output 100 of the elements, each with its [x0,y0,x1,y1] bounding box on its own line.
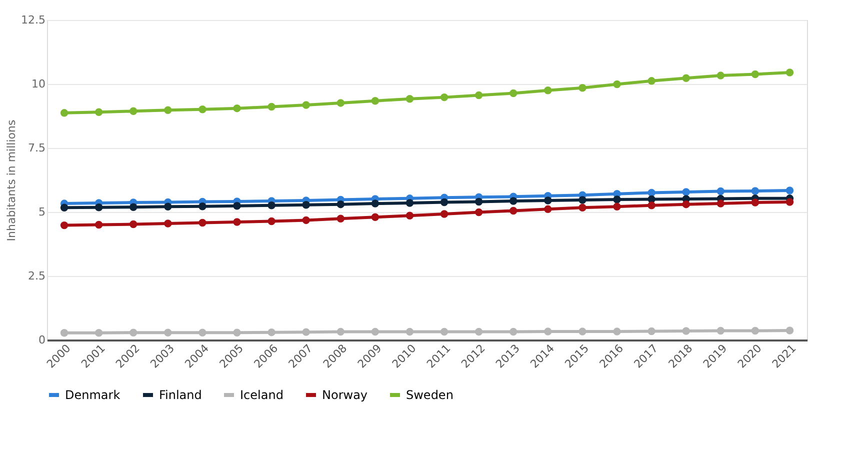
point [336,200,345,208]
point [751,198,760,206]
point [60,109,68,117]
point [60,204,68,212]
point [578,204,586,212]
legend-label: Sweden [406,388,454,402]
point [544,328,552,336]
point [268,102,276,111]
point [233,218,241,226]
point [302,328,310,336]
point [164,220,172,228]
point [786,186,794,194]
point [613,202,621,210]
point [716,72,725,80]
point [406,199,414,207]
point [474,208,483,216]
point [682,188,690,196]
point [336,214,345,223]
point [406,328,414,336]
legend-label: Denmark [65,388,120,402]
point [682,327,690,335]
legend-label: Norway [322,388,368,402]
y-tick-label: 12.5 [21,14,46,26]
point [648,201,656,210]
point [578,328,586,336]
y-tick-label: 10 [32,78,46,90]
point [164,202,172,210]
point [94,328,103,337]
point [474,328,483,336]
point [716,200,725,208]
point [233,328,241,336]
point [406,212,414,220]
point [129,203,138,211]
legend-label: Finland [159,388,202,402]
point [60,328,68,337]
point [682,200,690,208]
y-tick-label: 7.5 [28,142,46,154]
point [198,202,206,210]
point [544,196,552,204]
point [94,204,103,212]
point [682,74,690,82]
point [302,101,310,109]
point [129,328,138,336]
point [716,326,725,335]
point [440,210,448,218]
point [164,106,172,114]
point [268,217,276,226]
legend-label: Iceland [240,388,284,402]
point [60,221,68,230]
point [751,326,760,335]
point [509,328,518,336]
point [648,77,656,85]
point [129,220,138,228]
point [578,84,586,92]
point [198,105,206,114]
point [578,196,586,204]
point [648,188,656,197]
point [509,89,518,98]
point [371,97,380,105]
point [164,328,172,336]
point [336,328,345,336]
point [648,327,656,336]
point [474,91,483,100]
y-axis-title: Inhabitants in millions [5,120,18,242]
point [302,216,310,224]
point [94,220,103,229]
point [613,196,621,204]
point [716,187,725,196]
point [440,93,448,102]
point [198,218,206,227]
point [233,104,241,112]
point [786,198,794,206]
point [371,328,380,336]
point [371,213,380,221]
point [233,202,241,210]
y-tick-label: 2.5 [28,270,46,282]
point [613,80,621,88]
point [613,328,621,336]
point [509,197,518,205]
point [786,326,794,334]
point [268,201,276,210]
point [302,200,310,209]
point [198,328,206,336]
point [751,187,760,195]
point [268,328,276,336]
point [440,328,448,336]
point [509,206,518,215]
point [406,94,414,103]
point [786,68,794,76]
point [371,200,380,208]
y-tick-label: 0 [38,334,46,346]
point [544,86,552,94]
point [129,107,138,115]
point [544,205,552,214]
point [440,198,448,206]
point [94,108,103,116]
point [474,198,483,206]
point [336,99,345,107]
point [751,70,760,78]
y-tick-label: 5 [38,206,46,218]
